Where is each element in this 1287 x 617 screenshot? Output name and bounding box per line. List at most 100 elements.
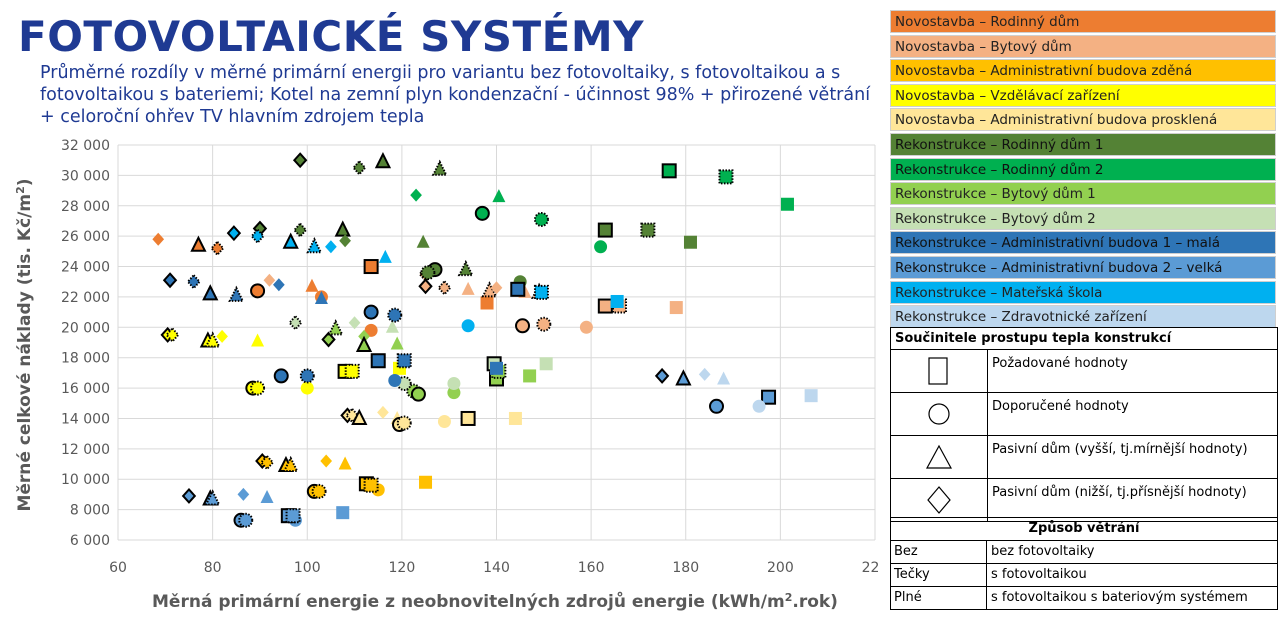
data-point-triangle: [314, 290, 328, 304]
data-point-triangle: [492, 189, 506, 203]
data-point-circle: [420, 265, 436, 281]
data-point-triangle: [355, 335, 373, 353]
x-tick-label: 160: [578, 560, 605, 576]
data-point-triangle: [717, 371, 731, 385]
legend-item: Rekonstrukce – Administrativní budova 2 …: [890, 255, 1276, 279]
ventilation-value: s fotovoltaikou s bateriovým systémem: [991, 590, 1248, 605]
ventilation-key: Plné: [891, 587, 987, 609]
data-point-diamond: [216, 329, 228, 343]
data-point-diamond: [654, 367, 670, 384]
data-point-diamond: [410, 188, 422, 202]
legend-item: Novostavba – Bytový dům: [890, 34, 1276, 58]
data-point-circle: [363, 304, 379, 320]
data-point-square: [597, 298, 613, 314]
data-point-diamond: [437, 279, 452, 296]
data-point-triangle: [190, 235, 207, 252]
data-point-diamond: [339, 234, 351, 248]
data-point-square: [344, 363, 360, 379]
data-point-square: [510, 281, 526, 297]
data-point-square: [480, 296, 494, 310]
legend-item: Novostavba – Vzdělávací zařízení: [890, 83, 1276, 107]
y-tick-label: 24 000: [61, 260, 110, 276]
data-point-diamond: [181, 487, 197, 504]
data-point-triangle: [385, 319, 399, 333]
legend-item: Rekonstrukce – Rodinný dům 2: [890, 157, 1276, 181]
data-point-diamond: [418, 278, 433, 295]
data-point-triangle: [374, 151, 392, 169]
x-tick-label: 80: [204, 560, 222, 576]
legend-item: Rekonstrukce – Rodinný dům 1: [890, 132, 1276, 156]
data-point-circle: [447, 377, 461, 391]
data-point-triangle: [282, 455, 299, 473]
ventilation-legend: Způsob větrání Bez bez fotovoltaiky Tečky s…: [890, 517, 1278, 610]
data-point-square: [597, 222, 613, 238]
x-tick-label: 180: [672, 560, 699, 576]
x-tick-label: 140: [483, 560, 510, 576]
data-point-circle: [273, 368, 289, 384]
data-point-triangle: [260, 489, 274, 503]
data-point-square: [683, 235, 697, 249]
data-point-square: [490, 361, 503, 375]
legend-item: Novostavba – Rodinný dům: [890, 10, 1276, 33]
data-point-circle: [579, 320, 593, 334]
data-point-circle: [311, 483, 327, 499]
data-point-square: [285, 508, 301, 524]
ventilation-key: Bez: [891, 541, 987, 563]
legend-item: Novostavba – Administrativní budova zděn…: [890, 59, 1276, 83]
legend-item: Rekonstrukce – Bytový dům 2: [890, 206, 1276, 230]
y-tick-label: 28 000: [61, 199, 110, 215]
square-icon: [891, 350, 988, 392]
data-point-triangle: [305, 278, 319, 292]
legend-item: Rekonstrukce – Mateřská škola: [890, 280, 1276, 304]
y-tick-label: 30 000: [61, 168, 110, 184]
data-point-square: [539, 357, 553, 371]
u-value-row: Pasivní dům (nižší, tj.přísnější hodnoty…: [891, 479, 1277, 521]
data-point-diamond: [288, 314, 303, 331]
data-point-circle: [709, 398, 725, 414]
diamond-icon: [891, 479, 988, 521]
x-tick-label: 200: [767, 560, 794, 576]
data-point-triangle: [204, 489, 221, 506]
data-point-diamond: [259, 454, 275, 471]
data-point-square: [804, 389, 818, 403]
data-point-circle: [594, 240, 608, 254]
data-point-circle: [752, 399, 766, 413]
data-point-square: [460, 410, 476, 426]
data-point-circle: [515, 318, 531, 334]
data-point-circle: [437, 415, 451, 428]
data-point-triangle: [327, 319, 344, 336]
data-point-circle: [388, 373, 402, 387]
y-tick-label: 26 000: [61, 229, 110, 245]
data-point-triangle: [338, 456, 352, 470]
data-point-triangle: [351, 408, 368, 425]
u-value-row: Pasivní dům (vyšší, tj.mírnější hodnoty): [891, 436, 1277, 479]
data-point-diamond: [162, 272, 178, 289]
y-axis-label: Měrné celkové náklady (tis. Kč/m2): [14, 178, 36, 511]
data-point-circle: [250, 380, 266, 396]
x-axis-label: Měrná primární energie z neobnovitelných…: [152, 590, 838, 612]
data-point-square: [419, 475, 433, 489]
u-value-label: Pasivní dům (vyšší, tj.mírnější hodnoty): [992, 442, 1248, 457]
data-point-triangle: [378, 249, 392, 263]
data-point-square: [780, 197, 794, 211]
ventilation-key: Tečky: [891, 564, 987, 586]
u-value-legend: Součinitele prostupu tepla konstrukcí Po…: [890, 327, 1278, 522]
data-point-triangle: [334, 220, 351, 237]
data-point-circle: [238, 512, 254, 528]
data-point-triangle: [251, 333, 265, 347]
data-point-diamond: [345, 407, 360, 424]
y-tick-label: 8 000: [70, 503, 110, 519]
scatter-chart: 6 000 8 000 10 000 12 000 14 000 16 000 18 000…: [14, 138, 881, 612]
legend-item: Novostavba – Administrativní budova pros…: [890, 108, 1276, 132]
data-point-diamond: [186, 273, 201, 290]
y-tick-label: 14 000: [61, 411, 110, 427]
data-point-square: [508, 411, 522, 425]
chart-subtitle: Průměrné rozdíly v měrné primární energi…: [40, 63, 871, 127]
data-point-diamond: [292, 222, 308, 239]
data-point-triangle: [457, 259, 474, 277]
data-point-diamond: [321, 331, 336, 348]
y-tick-label: 22 000: [61, 290, 110, 306]
x-tick-label: 100: [294, 560, 321, 576]
data-point-circle: [299, 368, 315, 384]
legend-item: Rekonstrukce – Bytový dům 1: [890, 182, 1276, 206]
